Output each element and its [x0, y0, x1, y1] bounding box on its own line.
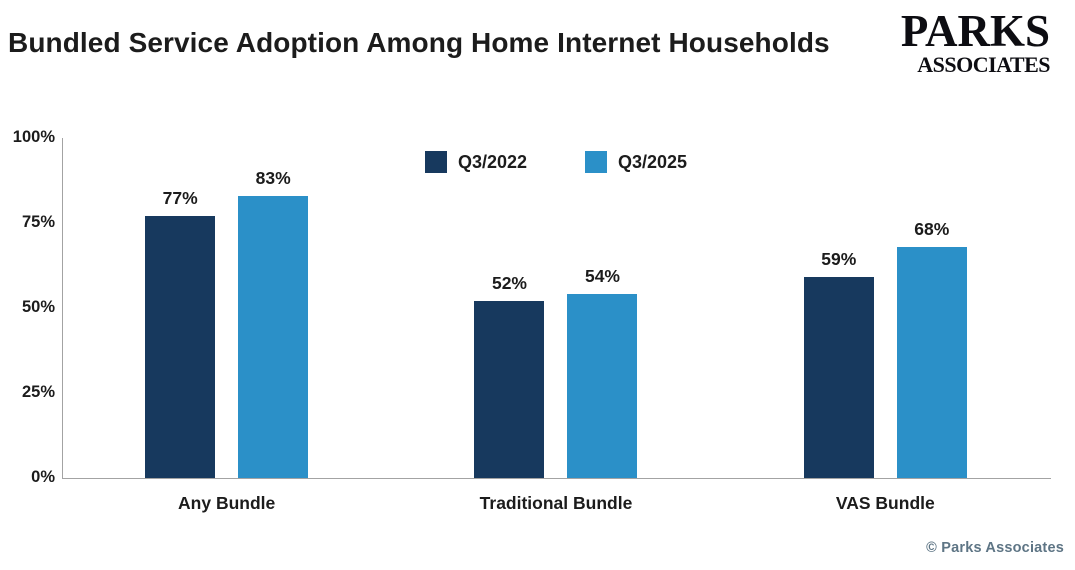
bar-column: 68%	[896, 218, 967, 478]
bar	[145, 216, 216, 478]
copyright-credit: © Parks Associates	[926, 540, 1064, 556]
bar-group: 59% 68%	[803, 218, 967, 478]
category-labels: Any Bundle Traditional Bundle VAS Bundle	[62, 493, 1050, 514]
bar-groups: 77% 83% 52% 54% 59% 68%	[62, 138, 1050, 478]
bar-column: 52%	[474, 273, 545, 478]
bar	[474, 301, 545, 478]
y-tick-label: 100%	[12, 128, 55, 146]
bar-column: 83%	[238, 167, 309, 478]
legend: Q3/2022 Q3/2025	[62, 151, 1050, 173]
y-tick-label: 0%	[31, 468, 55, 486]
bar	[567, 294, 638, 478]
page-title: Bundled Service Adoption Among Home Inte…	[8, 27, 830, 58]
logo-parks-text: PARKS	[900, 6, 1050, 56]
legend-item: Q3/2025	[585, 151, 687, 173]
y-tick-label: 25%	[21, 383, 55, 401]
legend-swatch	[585, 151, 607, 173]
bar-value-label: 83%	[255, 167, 291, 188]
parks-associates-logo: PARKS ASSOCIATES	[900, 6, 1051, 77]
y-tick-label: 50%	[21, 298, 55, 316]
bar	[896, 246, 967, 478]
category-label: Traditional Bundle	[479, 493, 633, 513]
legend-item: Q3/2022	[424, 151, 527, 173]
bar-group: 77% 83%	[145, 167, 309, 478]
legend-label: Q3/2022	[457, 151, 527, 172]
bar-value-label: 59%	[821, 249, 857, 270]
legend-swatch	[424, 151, 447, 173]
bar-value-label: 77%	[162, 188, 198, 209]
bar	[238, 195, 309, 478]
category-label: VAS Bundle	[835, 493, 935, 513]
bar-column: 77%	[145, 188, 216, 478]
y-tick-label: 75%	[21, 213, 55, 231]
category-label: Any Bundle	[178, 493, 276, 513]
bar-column: 59%	[803, 249, 874, 478]
plot-area	[62, 138, 1051, 479]
bar	[803, 277, 874, 478]
bar-value-label: 54%	[584, 266, 620, 287]
bar-value-label: 68%	[914, 218, 950, 239]
legend-label: Q3/2025	[618, 151, 688, 172]
y-axis-ticks: 0% 25% 50% 75% 100%	[0, 128, 55, 486]
bar-value-label: 52%	[491, 273, 527, 294]
logo-associates-text: ASSOCIATES	[917, 51, 1050, 77]
bar-group: 52% 54%	[474, 266, 638, 478]
bar-column: 54%	[567, 266, 638, 478]
